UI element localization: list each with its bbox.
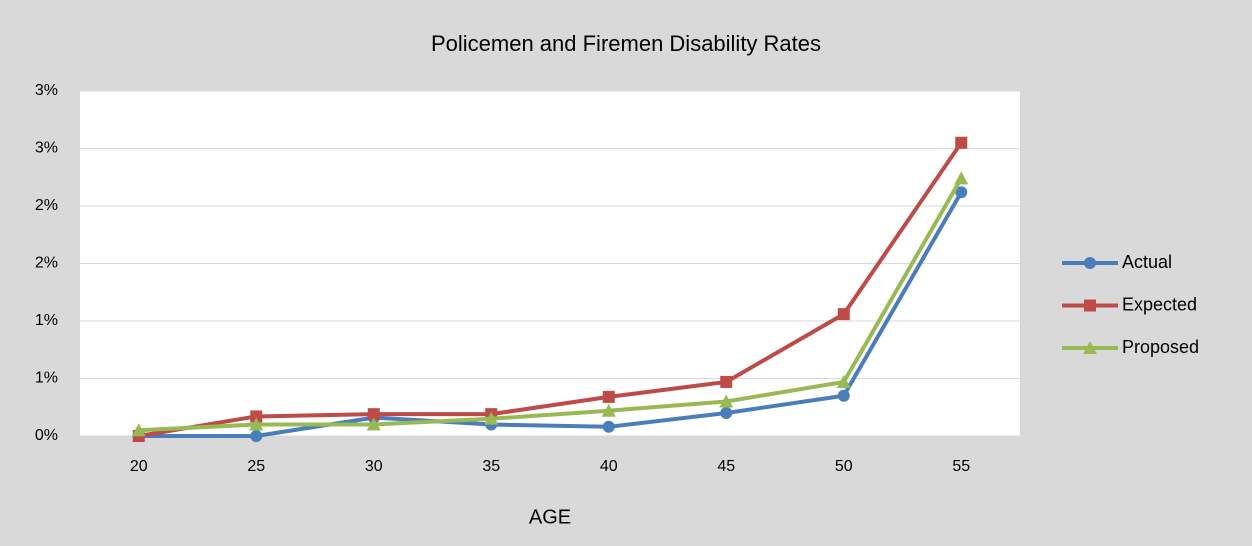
- x-tick-label: 50: [835, 458, 853, 475]
- y-tick-label: 2%: [35, 255, 58, 272]
- legend-label: Expected: [1122, 294, 1197, 314]
- series-line: [138, 177, 963, 433]
- marker: [837, 389, 850, 402]
- x-tick-label: 25: [247, 458, 265, 475]
- chart-title: Policemen and Firemen Disability Rates: [431, 31, 821, 56]
- marker: [955, 186, 968, 199]
- marker: [955, 136, 968, 149]
- marker: [367, 408, 380, 421]
- series-line: [138, 141, 963, 438]
- marker: [1084, 299, 1096, 312]
- series-line: [138, 191, 963, 438]
- marker: [131, 423, 146, 437]
- y-tick-label: 3%: [35, 140, 58, 157]
- y-tick-label: 1%: [35, 312, 58, 329]
- x-tick-label: 55: [952, 458, 970, 475]
- x-tick-label: 30: [365, 458, 383, 475]
- x-axis-title: AGE: [529, 506, 571, 528]
- x-tick-label: 35: [482, 458, 500, 475]
- x-tick-label: 40: [600, 458, 618, 475]
- marker: [250, 430, 263, 442]
- legend-label: Proposed: [1122, 337, 1199, 357]
- marker: [719, 394, 734, 408]
- y-tick-label: 1%: [35, 370, 58, 387]
- legend-label: Actual: [1122, 252, 1172, 272]
- x-tick-label: 45: [717, 458, 735, 475]
- y-tick-label: 0%: [35, 427, 58, 444]
- marker: [602, 420, 615, 433]
- marker: [602, 390, 615, 403]
- marker: [954, 171, 969, 185]
- marker: [250, 410, 263, 423]
- marker: [1083, 341, 1097, 354]
- marker: [249, 417, 264, 431]
- marker: [720, 407, 733, 419]
- marker: [484, 411, 499, 425]
- marker: [720, 375, 733, 388]
- marker: [836, 374, 851, 388]
- y-tick-label: 2%: [35, 197, 58, 214]
- x-tick-label: 20: [130, 458, 148, 475]
- marker: [366, 417, 381, 431]
- y-tick-label: 3%: [35, 82, 58, 99]
- marker: [837, 308, 850, 321]
- marker: [1084, 257, 1096, 269]
- marker: [601, 403, 616, 417]
